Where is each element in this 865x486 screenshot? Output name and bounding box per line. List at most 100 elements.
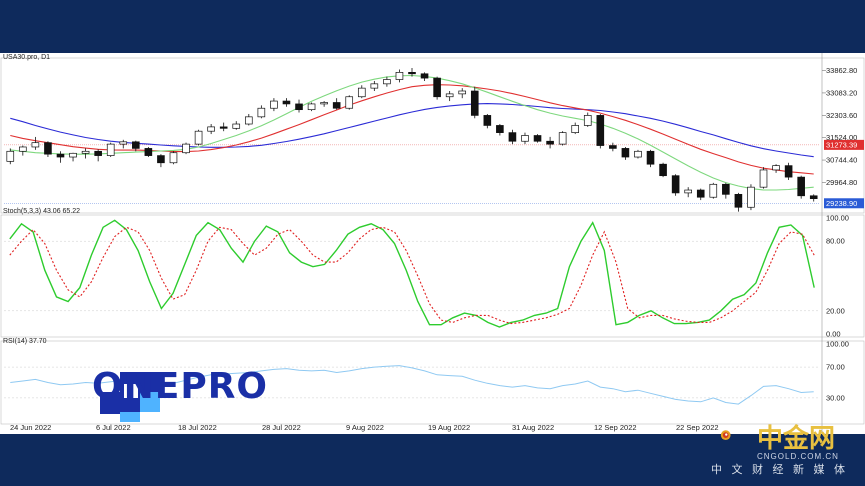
candle-body	[458, 90, 467, 95]
candle-body	[144, 148, 153, 156]
candle-body	[445, 93, 454, 98]
rsi-tick-label: 100.00	[826, 340, 849, 349]
date-tick-label: 19 Aug 2022	[428, 423, 470, 432]
price-tag	[824, 198, 864, 209]
candle-body	[169, 152, 178, 164]
candle-body	[19, 146, 27, 152]
candle-body	[433, 77, 441, 98]
price-tag-label: 31273.39	[826, 140, 857, 149]
bottom-frame-band	[0, 434, 865, 486]
candle-body	[709, 183, 718, 198]
date-tick-label: 31 Aug 2022	[512, 423, 554, 432]
candle-body	[182, 143, 190, 154]
candle-body	[106, 143, 115, 156]
moving-average-line	[10, 103, 814, 158]
price-tag	[824, 139, 864, 150]
moving-average-line	[10, 74, 814, 191]
date-tick-label: 22 Sep 2022	[676, 423, 719, 432]
date-tick-label: 9 Aug 2022	[346, 423, 384, 432]
candle-body	[646, 150, 655, 165]
candle-body	[508, 132, 517, 142]
candle-body	[307, 103, 316, 111]
candle-body	[119, 141, 128, 145]
candle-body	[132, 141, 140, 149]
stochastic-label: Stoch(5,3,3) 43.06 65.22	[3, 208, 81, 215]
candle-body	[696, 189, 705, 198]
rsi-tick-label: 30.00	[826, 393, 845, 402]
candle-body	[420, 73, 429, 79]
price-tick-label: 29964.80	[826, 178, 857, 187]
date-tick-label: 18 Jul 2022	[178, 423, 217, 432]
candle-body	[345, 96, 354, 109]
candle-body	[232, 123, 241, 129]
candle-body	[332, 102, 341, 109]
symbol-label: USA30.pro, D1	[3, 54, 51, 61]
candle-body	[6, 150, 15, 162]
candle-body	[809, 195, 818, 199]
date-tick-label: 6 Jul 2022	[96, 423, 131, 432]
candle-body	[571, 125, 580, 133]
top-frame-band	[0, 0, 865, 53]
candle-body	[784, 165, 793, 178]
panel-border	[0, 340, 865, 425]
stochastic-tick-label: 20.00	[826, 306, 845, 315]
candle-body	[671, 175, 680, 194]
candle-body	[81, 150, 90, 154]
stochastic-tick-label: 0.00	[826, 330, 841, 339]
panel-border	[0, 214, 865, 338]
candle-body	[157, 155, 165, 164]
candle-body	[282, 100, 291, 105]
price-tick-label: 32303.60	[826, 111, 857, 120]
candle-body	[44, 142, 52, 155]
price-tick-label: 31524.00	[826, 133, 857, 142]
candle-body	[270, 100, 278, 109]
candle-body	[533, 135, 542, 142]
candle-body	[609, 145, 617, 149]
candle-body	[797, 176, 805, 197]
candle-body	[357, 87, 366, 98]
candle-body	[596, 115, 605, 146]
brand-name: ONEPRO	[92, 366, 269, 407]
stochastic-signal-line	[9, 226, 815, 325]
rsi-label: RSI(14) 37.70	[3, 338, 47, 345]
candle-body	[772, 165, 780, 171]
stochastic-panel	[9, 219, 815, 328]
onepro-logo-icon	[100, 372, 160, 422]
candle-body	[194, 130, 203, 145]
candle-body	[207, 126, 215, 132]
date-tick-label: 24 Jun 2022	[10, 423, 51, 432]
candle-body	[257, 107, 266, 118]
stochastic-main-line	[9, 219, 815, 328]
candle-body	[295, 103, 303, 111]
candle-body	[659, 163, 667, 177]
candle-body	[370, 83, 379, 89]
date-tick-label: 28 Jul 2022	[262, 423, 301, 432]
candle-body	[219, 126, 228, 129]
cngold-logo-icon	[720, 430, 731, 440]
candle-body	[395, 72, 404, 80]
date-tick-label: 12 Sep 2022	[594, 423, 637, 432]
price-panel: 31273.39 29238.90	[4, 68, 864, 212]
candle-body	[621, 148, 630, 158]
price-tick-label: 33083.20	[826, 88, 857, 97]
candle-body	[521, 135, 529, 142]
candle-body	[56, 153, 65, 158]
panel-borders	[0, 53, 865, 434]
candle-body	[470, 90, 479, 116]
candle-body	[244, 116, 253, 125]
candle-body	[496, 125, 504, 133]
candle-body	[747, 186, 755, 208]
candle-body	[558, 132, 567, 145]
candle-body	[408, 72, 416, 75]
candle-body	[483, 115, 492, 126]
price-tick-label: 30744.40	[826, 156, 857, 165]
candle-body	[31, 142, 40, 148]
stochastic-tick-label: 80.00	[826, 237, 845, 246]
candle-body	[69, 152, 77, 158]
stochastic-tick-label: 100.00	[826, 214, 849, 223]
watermark-title: 中金网	[757, 424, 836, 454]
rsi-tick-label: 70.00	[826, 363, 845, 372]
candle-body	[583, 115, 592, 126]
candle-body	[383, 79, 391, 85]
axis-layer: 33862.80 33083.20 32303.60 31524.00 30744.40…	[10, 66, 857, 432]
